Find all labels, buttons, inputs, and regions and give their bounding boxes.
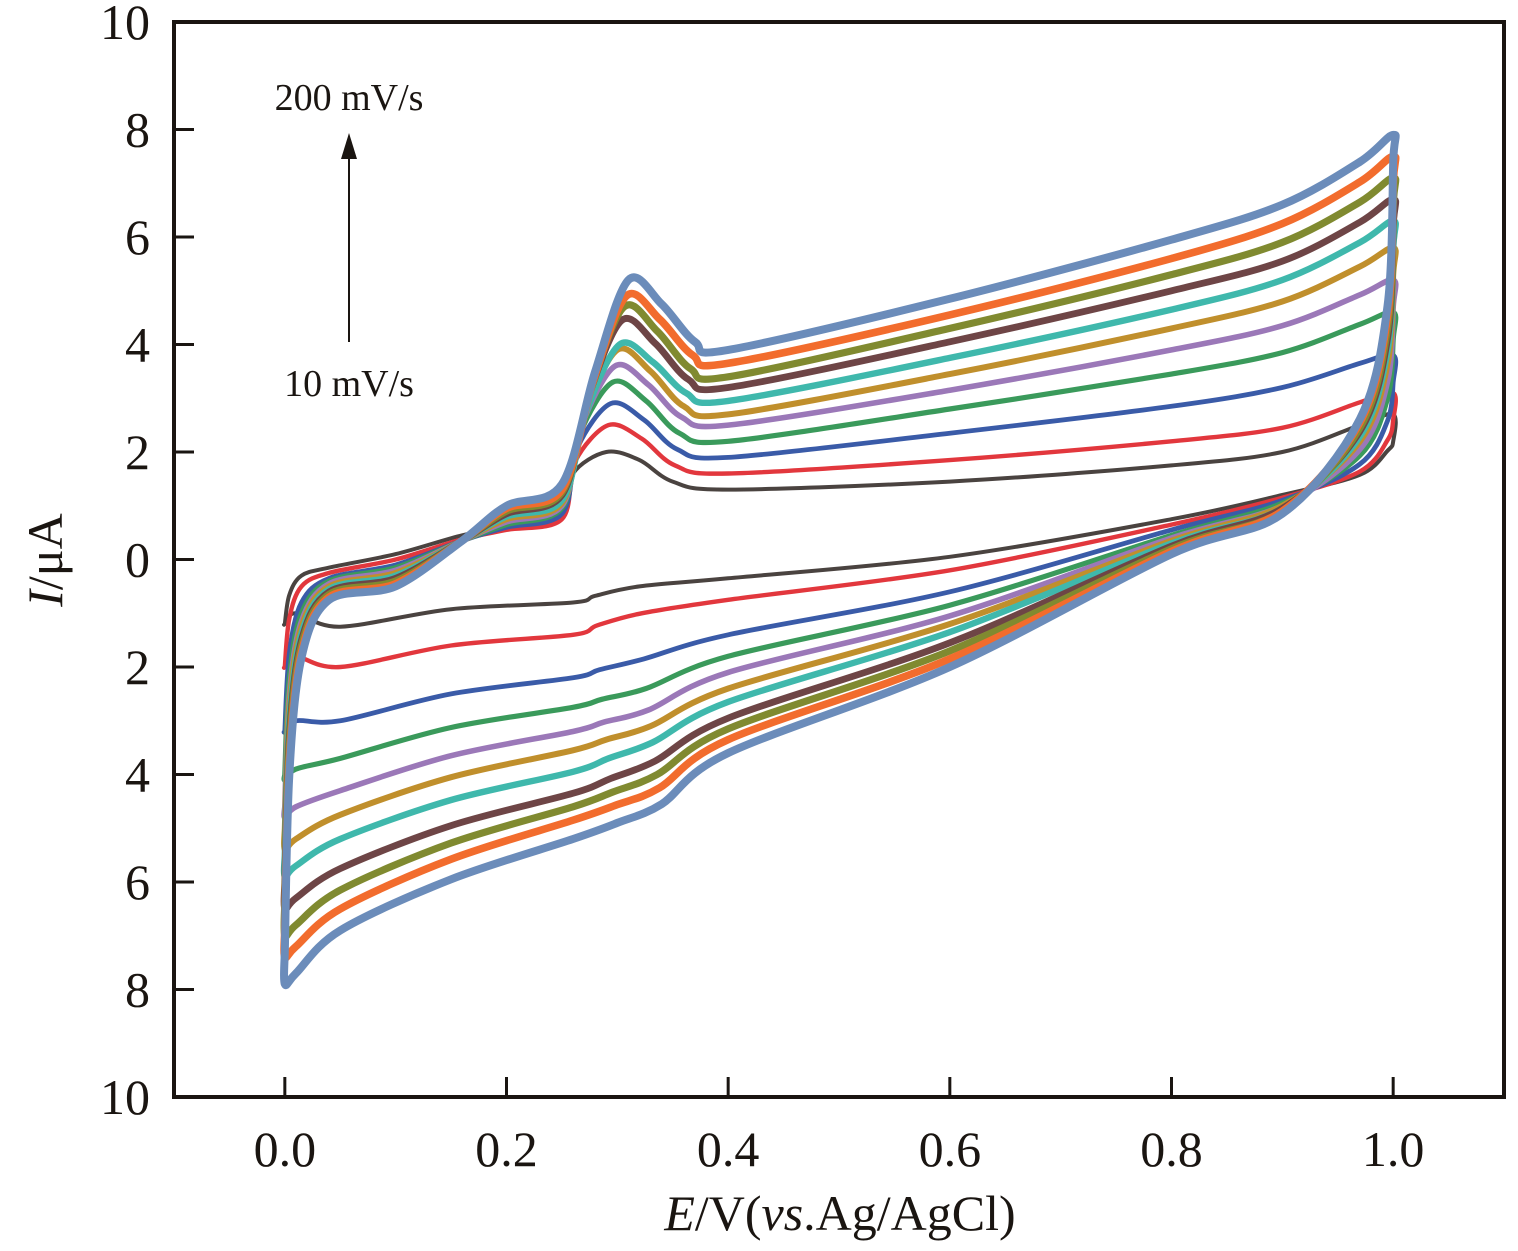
y-tick-label: 8	[125, 962, 150, 1018]
annotation-10-mv-s: 10 mV/s	[284, 363, 414, 405]
x-axis-title: E/V(vs.Ag/AgCl)	[663, 1185, 1015, 1241]
y-axis-ticks: 10 8 6 4 2 0 2 4 6 8 10	[100, 0, 194, 1125]
annotation-200-mv-s: 200 mV/s	[275, 77, 424, 119]
y-tick-label: 4	[125, 317, 150, 373]
y-tick-label: 6	[125, 854, 150, 910]
x-tick-label: 1.0	[1362, 1121, 1425, 1177]
y-tick-label: 8	[125, 102, 150, 158]
y-axis-title: I/μA	[17, 513, 73, 607]
cv-curve-200-mv-s	[280, 130, 1400, 990]
x-axis-ticks: 0.0 0.2 0.4 0.6 0.8 1.0	[254, 1077, 1425, 1177]
y-tick-label: 10	[100, 1069, 150, 1125]
y-tick-label: 0	[125, 532, 150, 588]
x-tick-label: 0.2	[475, 1121, 538, 1177]
x-tick-label: 0.8	[1140, 1121, 1203, 1177]
arrow-up-icon	[341, 133, 357, 159]
curves-group	[280, 130, 1400, 990]
y-tick-label: 2	[125, 639, 150, 695]
y-tick-label: 10	[100, 0, 150, 50]
y-tick-label: 2	[125, 424, 150, 480]
x-tick-label: 0.0	[254, 1121, 317, 1177]
y-tick-label: 6	[125, 209, 150, 265]
y-tick-label: 4	[125, 747, 150, 803]
x-tick-label: 0.6	[919, 1121, 982, 1177]
x-tick-label: 0.4	[697, 1121, 760, 1177]
